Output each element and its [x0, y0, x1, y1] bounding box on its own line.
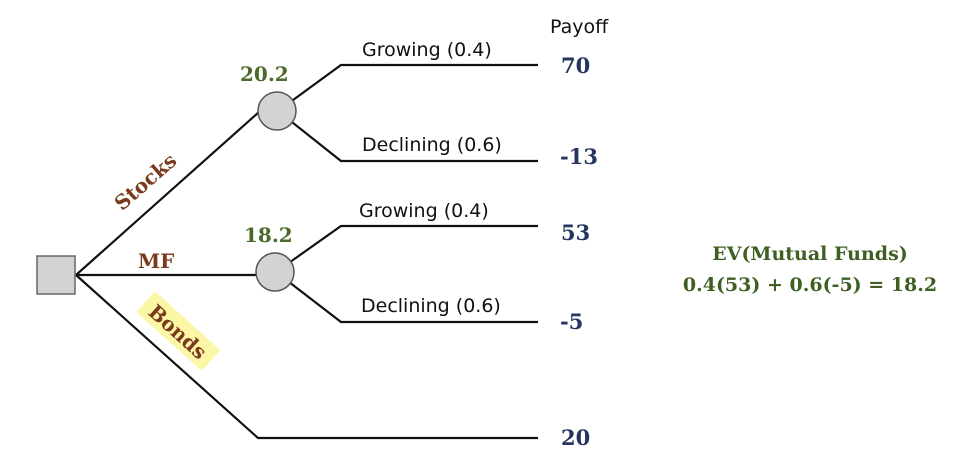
mf-declining-line: [275, 271, 538, 324]
mf-branch-label: MF: [138, 249, 174, 273]
payoff-bonds: 20: [561, 425, 590, 450]
mf-growing-label: Growing (0.4): [359, 200, 489, 222]
stocks-label-group: Stocks: [109, 148, 181, 215]
bonds-highlight: [136, 291, 221, 371]
stocks-declining-label: Declining (0.6): [362, 134, 502, 156]
bonds-label-group: Bonds: [136, 291, 221, 371]
mf-chance-node: [255, 252, 295, 292]
mf-declining-label: Declining (0.6): [361, 295, 501, 317]
payoff-stocks-growing: 70: [561, 53, 590, 78]
bonds-branch-label: Bonds: [144, 299, 212, 364]
ev-formula-title: EV(Mutual Funds): [712, 243, 908, 265]
payoff-stocks-declining: -13: [560, 144, 598, 169]
payoff-mf-growing: 53: [561, 220, 590, 245]
stocks-declining-line: [277, 110, 538, 163]
ev-formula-expression: 0.4(53) + 0.6(-5) = 18.2: [683, 274, 937, 296]
stocks-chance-node: [257, 91, 297, 131]
bonds-branch-line: [75, 274, 538, 440]
stocks-branch-line: [75, 111, 260, 276]
payoff-header: Payoff: [550, 16, 609, 38]
stocks-growing-label: Growing (0.4): [362, 39, 492, 61]
decision-node: [36, 255, 76, 295]
payoff-mf-declining: -5: [560, 309, 583, 334]
stocks-ev-value: 20.2: [240, 62, 289, 86]
stocks-growing-line: [277, 63, 538, 112]
mf-growing-line: [275, 224, 538, 273]
mf-ev-value: 18.2: [244, 223, 293, 247]
stocks-branch-label: Stocks: [109, 148, 181, 215]
